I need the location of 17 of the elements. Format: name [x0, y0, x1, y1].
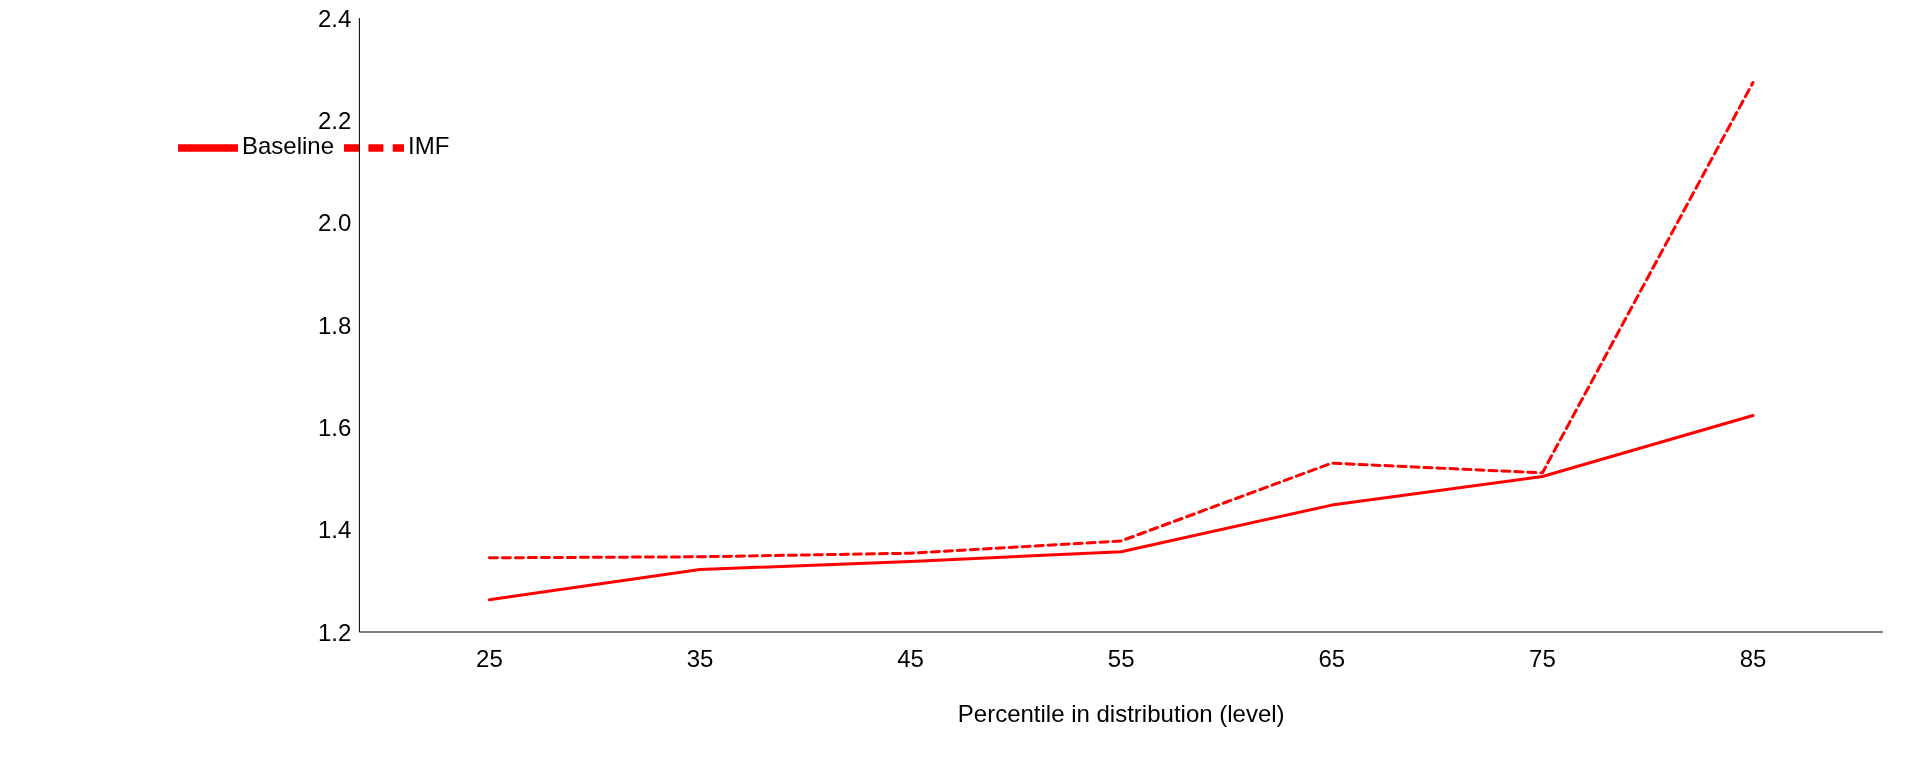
x-tick-label: 45 — [897, 645, 924, 673]
legend-label: IMF — [408, 132, 450, 160]
y-tick-label: 2.0 — [318, 209, 352, 237]
y-tick-label: 1.6 — [318, 413, 352, 441]
y-tick-label: 2.2 — [318, 106, 352, 134]
x-tick-label: 75 — [1529, 645, 1556, 673]
y-tick-label: 1.8 — [318, 311, 352, 339]
y-tick-label: 1.4 — [318, 516, 352, 544]
x-tick-label: 85 — [1739, 645, 1767, 673]
x-tick-label: 65 — [1318, 645, 1346, 673]
x-tick-label: 25 — [476, 645, 503, 673]
x-tick-label: 35 — [686, 645, 714, 673]
y-tick-label: 1.2 — [318, 618, 352, 646]
legend-label: Baseline — [242, 132, 335, 160]
x-tick-label: 55 — [1107, 645, 1135, 673]
x-axis-title: Percentile in distribution (level) — [957, 700, 1285, 727]
y-tick-label: 2.4 — [318, 4, 352, 32]
